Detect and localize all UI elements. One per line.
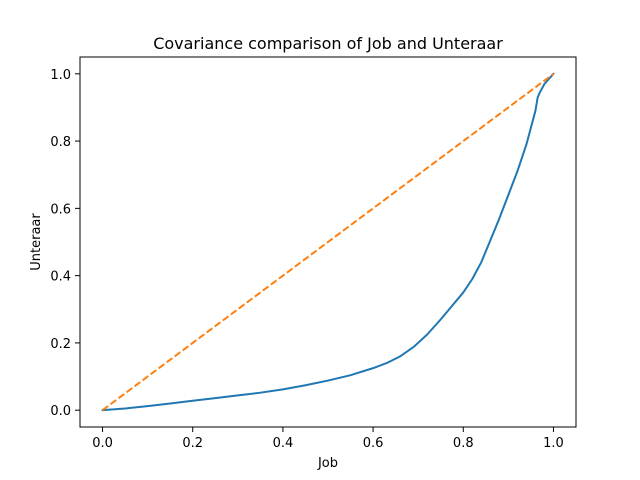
x-tick-label: 0.0: [92, 436, 113, 451]
y-tick-label: 0.6: [50, 202, 71, 217]
y-tick-label: 0.2: [50, 337, 71, 352]
plot-frame: [79, 56, 577, 428]
x-tick-label: 0.8: [453, 436, 474, 451]
chart-title: Covariance comparison of Job and Unteraa…: [153, 34, 503, 53]
series-line-2: [101, 73, 555, 411]
axes-frame: [79, 56, 577, 428]
x-tick-label: 0.6: [363, 436, 384, 451]
x-tick-label: 0.4: [273, 436, 294, 451]
y-tick-label: 0.0: [50, 404, 71, 419]
series-line-1: [101, 72, 555, 412]
y-ticks: 0.0 0.2 0.4 0.6 0.8 1.0: [50, 68, 80, 419]
y-tick-label: 0.8: [50, 135, 71, 150]
x-axis-label: Job: [317, 456, 338, 471]
y-tick-label: 0.4: [50, 270, 71, 285]
y-axis-label: Unteraar: [29, 213, 44, 271]
x-tick-label: 0.2: [182, 436, 203, 451]
x-ticks: 0.0 0.2 0.4 0.6 0.8 1.0: [92, 427, 564, 451]
x-tick-label: 1.0: [543, 436, 564, 451]
series-layer: [101, 72, 555, 412]
y-tick-label: 1.0: [50, 68, 71, 83]
